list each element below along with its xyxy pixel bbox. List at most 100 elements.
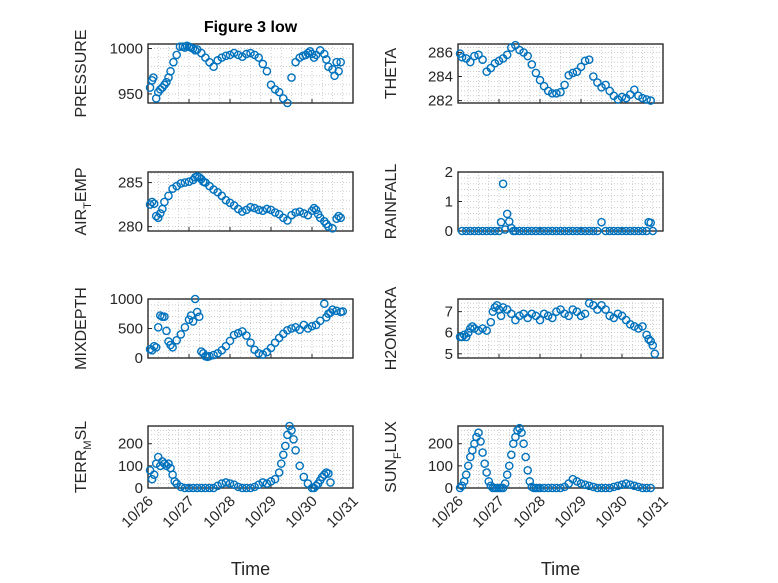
data-point [324, 469, 333, 478]
y-tick-label: 0 [445, 223, 453, 240]
data-point [572, 226, 582, 236]
data-point [285, 421, 294, 431]
data-point [149, 470, 159, 480]
panel-sunflux: 0 100 200 SUNFLUX 10/26 10/27 10/28 10/29 10/30 1… [383, 421, 672, 579]
data-point [258, 206, 268, 216]
y-tick-label: 5 [445, 346, 453, 363]
data-point [584, 481, 594, 491]
data-point [221, 478, 231, 487]
data-point [584, 55, 594, 64]
data-point [634, 226, 643, 236]
data-point [568, 68, 578, 78]
data-point [229, 48, 239, 58]
data-point [638, 226, 647, 236]
data-point [147, 197, 157, 207]
data-point [490, 303, 500, 312]
data-point [213, 481, 222, 491]
data-point [274, 468, 284, 477]
data-point [470, 226, 479, 236]
y-tick-label: 500 [118, 321, 143, 338]
data-point [476, 437, 485, 446]
data-point [266, 477, 276, 486]
data-point [548, 313, 557, 323]
data-point [266, 343, 276, 353]
data-point [535, 483, 545, 493]
data-point [172, 50, 181, 60]
data-point [494, 226, 504, 236]
data-point [523, 51, 533, 61]
data-point [617, 226, 627, 236]
y-axis-label: THETA [383, 48, 400, 100]
data-point [169, 57, 178, 67]
data-point [498, 179, 508, 189]
data-point [262, 204, 272, 214]
data-point [617, 480, 627, 489]
data-point [511, 226, 520, 236]
data-point [584, 226, 594, 236]
data-point [237, 207, 247, 216]
y-axis-label: RAINFALL [383, 164, 400, 240]
data-point [552, 226, 561, 236]
data-point [646, 96, 656, 105]
data-point [164, 459, 173, 468]
data-point [332, 57, 341, 67]
data-point [192, 483, 202, 493]
data-point [517, 428, 526, 437]
data-point [299, 209, 309, 218]
data-point [644, 334, 653, 344]
data-point [630, 322, 639, 331]
x-tick-label: 10/29 [551, 493, 590, 532]
x-tick-label: 10/30 [282, 493, 321, 532]
y-tick-label: 100 [428, 458, 453, 475]
data-point [184, 177, 194, 186]
data-point [621, 479, 631, 488]
data-point [205, 351, 214, 361]
data-point [162, 326, 171, 336]
data-point [646, 483, 656, 493]
data-point [556, 87, 565, 97]
data-point [630, 85, 639, 95]
data-point [242, 483, 251, 493]
y-tick-label: 1000 [110, 41, 143, 58]
x-tick-label: 10/28 [200, 493, 239, 532]
x-axis-label: Time [231, 559, 270, 579]
data-point [642, 226, 651, 236]
y-axis-label: MIXDEPTH [73, 287, 90, 370]
y-tick-label: 285 [118, 175, 143, 192]
data-point [552, 307, 561, 316]
data-point [465, 57, 475, 67]
data-point [621, 226, 631, 236]
data-point [548, 483, 557, 493]
data-point [166, 340, 175, 350]
data-point [609, 482, 619, 492]
data-point [597, 483, 606, 493]
data-point [646, 218, 656, 228]
data-point [229, 480, 239, 489]
x-tick-label: 10/31 [323, 493, 362, 532]
data-point [328, 224, 337, 233]
data-point [478, 226, 487, 236]
data-point [498, 483, 508, 493]
y-tick-label: 1000 [110, 291, 143, 308]
data-point [246, 48, 255, 58]
x-tick-label: 10/27 [159, 493, 198, 532]
data-point [334, 66, 343, 76]
y-tick-label: 0 [135, 480, 143, 497]
data-point [461, 226, 471, 236]
data-point [153, 323, 163, 332]
data-point [543, 311, 553, 321]
data-point [338, 307, 348, 316]
data-point [278, 450, 288, 460]
data-point [147, 474, 157, 484]
data-point [281, 441, 290, 451]
data-point [486, 226, 496, 236]
data-point [589, 482, 598, 492]
data-point [480, 459, 489, 468]
data-point [543, 483, 553, 493]
data-point [556, 483, 565, 493]
data-point [584, 298, 594, 308]
data-point [319, 49, 329, 59]
data-point [180, 178, 190, 187]
data-point [270, 208, 280, 217]
